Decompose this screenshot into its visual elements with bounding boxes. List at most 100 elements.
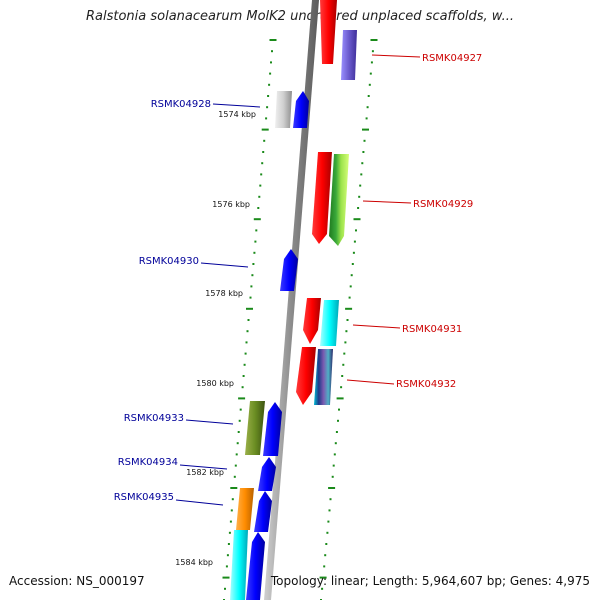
tick-mark [366,106,369,109]
leader-line [179,464,228,470]
tick-mark [270,61,272,64]
tick-mark [238,419,241,422]
tick-mark [269,72,272,75]
tick-mark [261,128,269,131]
tick-mark [259,184,262,187]
leader-line [352,324,401,329]
tick-mark [222,576,230,579]
tick-mark [331,475,334,478]
gene-label-RSMK04928[interactable]: RSMK04928 [151,99,211,110]
tick-mark [266,106,269,109]
tick-mark [351,263,354,265]
gene-arrow[interactable] [303,298,321,344]
leader-line [200,262,249,268]
gene-arrow[interactable] [341,30,357,80]
gene-RSMK04928[interactable] [275,91,309,128]
tick-mark [346,319,349,321]
gene-arrow[interactable] [312,152,332,244]
gene-arrow[interactable] [320,0,337,64]
tick-mark [344,341,347,344]
tick-mark [230,509,233,512]
scale-label-1582: 1582 kbp [186,468,224,477]
gene-arrow[interactable] [320,300,339,346]
gene-arrow[interactable] [254,491,272,532]
tick-mark [265,117,268,120]
tick-mark [328,487,336,489]
scale-label-1584: 1584 kbp [175,558,213,567]
tick-mark [243,363,246,366]
gene-RSMK04930[interactable] [280,249,298,291]
scale-label-1574: 1574 kbp [218,110,256,119]
gene-arrow[interactable] [245,401,265,455]
accession-text: Accession: NS_000197 [9,574,145,588]
tick-mark [370,61,373,64]
gene-arrow[interactable] [263,402,282,456]
tick-mark [258,195,261,198]
gene-RSMK04934[interactable] [258,457,276,491]
tick-mark [250,285,253,288]
tick-mark [268,83,271,86]
gene-label-RSMK04930[interactable]: RSMK04930 [139,256,199,267]
tick-mark [325,543,328,545]
gene-RSMK04932[interactable] [296,347,333,405]
tick-mark [362,151,365,153]
gene-label-RSMK04932[interactable]: RSMK04932 [396,379,456,390]
gene-RSMK04933[interactable] [245,401,282,456]
gene-arrow[interactable] [230,530,248,600]
tick-mark [249,296,252,299]
tick-mark [229,520,232,523]
gene-arrow[interactable] [314,349,333,405]
tick-mark [360,173,363,176]
tick-mark [353,240,356,243]
tick-mark [233,475,236,478]
gene-arrow[interactable] [296,347,316,405]
gene-label-RSMK04935[interactable]: RSMK04935 [114,492,174,503]
gene-RSMK04935[interactable] [230,488,272,600]
tick-mark [355,229,357,232]
tick-mark [335,431,338,433]
tick-mark [246,330,249,333]
genome-summary-text: Topology: linear; Length: 5,964,607 bp; … [270,574,590,588]
gene-label-RSMK04929[interactable]: RSMK04929 [413,199,473,210]
gene-arrow[interactable] [329,154,349,246]
tick-mark [226,554,229,557]
tick-mark [359,184,362,187]
tick-mark [267,95,270,97]
tick-mark [227,543,230,545]
tick-mark [252,263,255,265]
gene-RSMK04927[interactable] [320,0,357,80]
tick-mark [345,307,353,310]
gene-arrow[interactable] [246,532,265,600]
tick-mark [326,531,329,534]
gene-arrow[interactable] [236,488,254,530]
leader-line [371,54,421,58]
gene-RSMK04929[interactable] [312,152,349,246]
tick-mark [341,375,344,377]
map-title: Ralstonia solanacearum MolK2 unordered u… [85,9,514,24]
scale-label-1580: 1580 kbp [196,379,234,388]
gene-label-RSMK04933[interactable]: RSMK04933 [124,413,184,424]
tick-mark [239,408,242,411]
scale-label-1578: 1578 kbp [205,289,243,298]
tick-mark [261,162,264,165]
tick-mark [246,307,253,310]
gene-arrow[interactable] [280,249,298,291]
tick-mark [338,408,340,411]
gene-arrow[interactable] [293,91,309,128]
tick-mark [348,296,351,299]
tick-mark [260,173,263,176]
gene-RSMK04931[interactable] [303,298,339,346]
tick-mark [342,363,345,366]
tick-mark [332,464,335,467]
gene-label-RSMK04927[interactable]: RSMK04927 [422,53,482,64]
tick-mark [262,151,265,153]
tick-mark [340,386,343,389]
gene-arrow[interactable] [258,457,276,491]
gene-label-RSMK04934[interactable]: RSMK04934 [118,457,178,468]
gene-label-RSMK04931[interactable]: RSMK04931 [402,324,462,335]
tick-mark [257,207,260,209]
tick-mark [319,576,327,579]
gene-arrow[interactable] [275,91,292,128]
tick-mark [241,386,244,389]
